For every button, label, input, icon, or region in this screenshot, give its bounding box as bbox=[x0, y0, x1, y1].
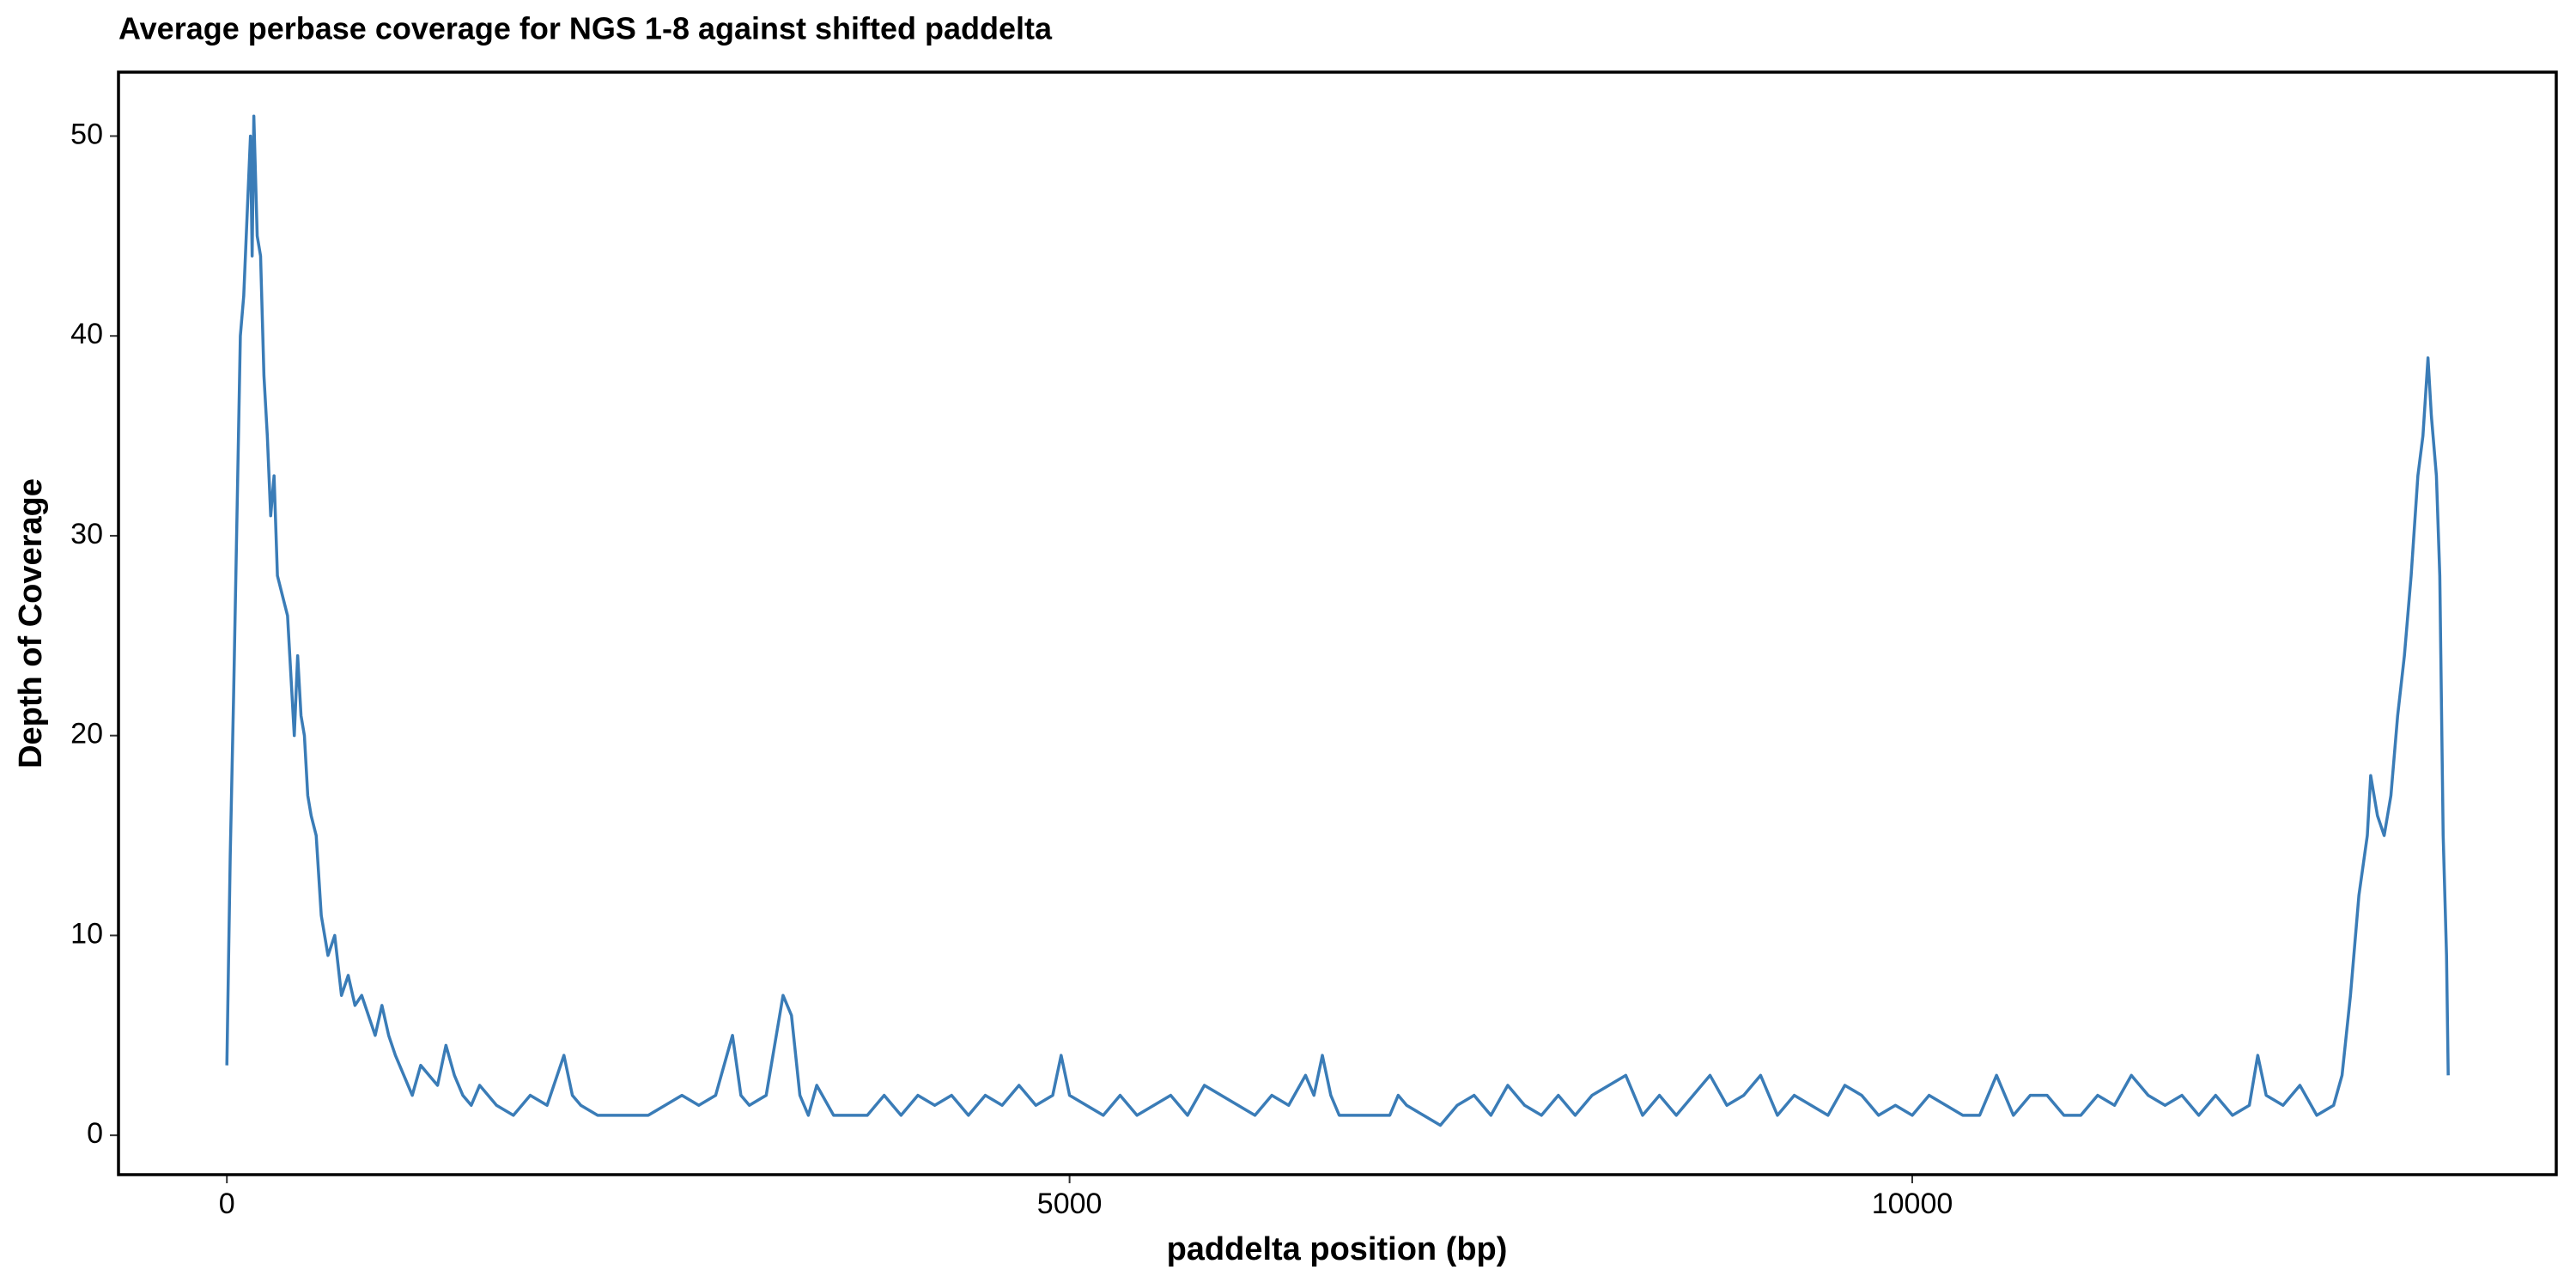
y-tick-label: 10 bbox=[70, 917, 103, 950]
y-tick-label: 40 bbox=[70, 318, 103, 350]
y-tick-label: 20 bbox=[70, 718, 103, 750]
coverage-line bbox=[225, 114, 2450, 1127]
plot-frame bbox=[117, 70, 2558, 1176]
y-tick-label: 30 bbox=[70, 518, 103, 550]
x-tick-label: 5000 bbox=[1037, 1188, 1103, 1220]
y-tick-label: 0 bbox=[87, 1117, 103, 1150]
x-tick-label: 10000 bbox=[1872, 1188, 1953, 1220]
x-tick-label: 0 bbox=[219, 1188, 235, 1220]
x-axis-title: paddelta position (bp) bbox=[1167, 1231, 1508, 1267]
chart-title: Average perbase coverage for NGS 1-8 aga… bbox=[118, 11, 1053, 46]
y-axis-title: Depth of Coverage bbox=[13, 478, 49, 769]
y-tick-label: 50 bbox=[70, 118, 103, 150]
